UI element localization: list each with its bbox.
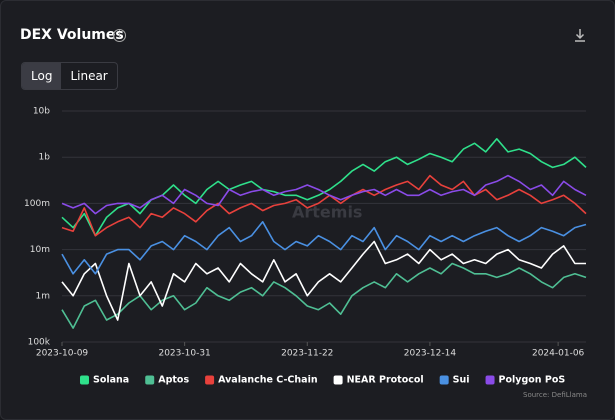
scale-button[interactable]: Log bbox=[22, 63, 62, 89]
x-tick-label: 2023-10-31 bbox=[158, 349, 210, 359]
legend-item[interactable]: Aptos bbox=[145, 375, 189, 386]
x-tick-label: 2024-01-06 bbox=[532, 349, 585, 359]
legend-item[interactable]: Sui bbox=[439, 375, 470, 386]
scale-toggle: Log Linear bbox=[21, 62, 118, 90]
y-tick-label: 1b bbox=[39, 153, 51, 163]
legend-label: Aptos bbox=[158, 375, 189, 386]
legend-swatch bbox=[439, 375, 449, 385]
title: DEX Volumes bbox=[20, 27, 124, 43]
download-icon[interactable] bbox=[573, 28, 587, 44]
legend-item[interactable]: Polygon PoS bbox=[485, 375, 566, 386]
x-tick-label: 2023-12-14 bbox=[404, 349, 457, 359]
y-tick-label: 10b bbox=[33, 107, 50, 117]
legend-item[interactable]: Solana bbox=[80, 375, 129, 386]
source: Source: DefiLlama bbox=[523, 391, 587, 399]
legend-label: NEAR Protocol bbox=[347, 375, 424, 386]
legend-item[interactable]: NEAR Protocol bbox=[333, 375, 424, 386]
x-tick-label: 2023-10-09 bbox=[36, 349, 89, 359]
legend-swatch bbox=[145, 375, 155, 385]
y-tick-label: 100m bbox=[24, 199, 50, 209]
legend-label: Polygon PoS bbox=[499, 375, 566, 386]
series-line bbox=[61, 240, 586, 321]
legend-item[interactable]: Avalanche C-Chain bbox=[205, 375, 318, 386]
legend-swatch bbox=[205, 375, 215, 385]
info-icon[interactable]: i bbox=[113, 29, 126, 42]
y-tick-label: 10m bbox=[30, 245, 50, 255]
series-line bbox=[61, 262, 587, 329]
legend-label: Solana bbox=[93, 375, 129, 386]
scale-button[interactable]: Linear bbox=[70, 69, 108, 83]
legend-swatch bbox=[80, 375, 89, 385]
legend-label: Sui bbox=[453, 375, 470, 386]
series-line bbox=[61, 174, 587, 237]
series-line bbox=[61, 221, 587, 275]
legend-swatch bbox=[333, 375, 343, 385]
y-tick-label: 100k bbox=[28, 338, 51, 348]
series-line bbox=[61, 174, 587, 215]
legend-label: Avalanche C-Chain bbox=[218, 375, 318, 386]
x-tick-label: 2023-11-22 bbox=[281, 349, 333, 359]
y-tick-label: 1m bbox=[36, 291, 51, 301]
legend-swatch bbox=[485, 375, 495, 385]
